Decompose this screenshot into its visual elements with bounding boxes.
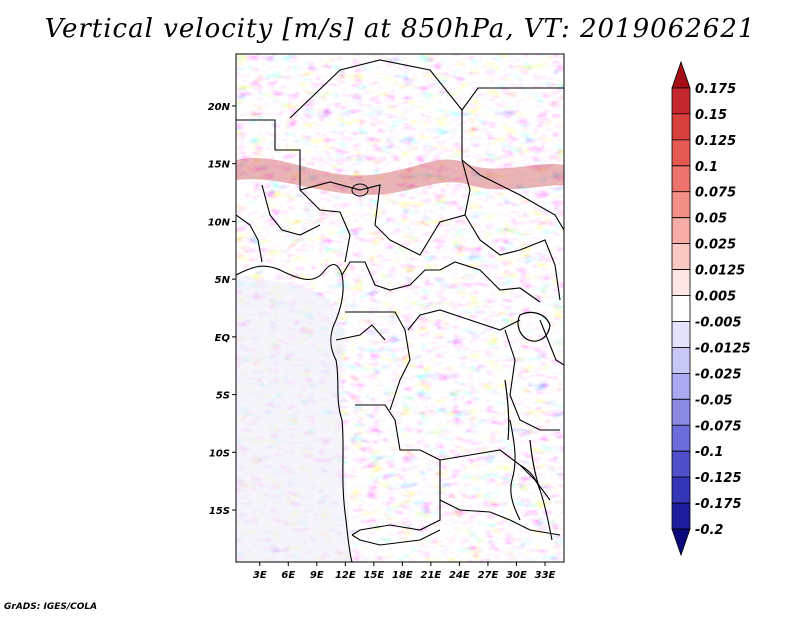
colorbar-segment [671, 165, 691, 193]
colorbar-segment [671, 113, 691, 141]
colorbar-level-label: -0.1 [695, 445, 723, 460]
colorbar-labels: 0.175 0.15 0.125 0.1 0.075 0.05 0.025 0.0125 0.0… [695, 82, 751, 538]
lon-tick-label: 24E [449, 570, 470, 581]
colorbar-segment [671, 450, 691, 478]
lat-tick-label: 10N [208, 217, 231, 228]
colorbar-segment [671, 347, 691, 374]
lon-tick-label: 12E [335, 570, 356, 581]
colorbar-level-label: -0.125 [695, 471, 742, 486]
lon-tick-label: 21E [421, 570, 442, 581]
lake-chad [351, 183, 369, 197]
lon-tick-label: 6E [281, 570, 295, 581]
colorbar-segment [671, 191, 691, 219]
colorbar-level-label: 0.05 [695, 212, 727, 227]
colorbar-level-label: 0.005 [695, 290, 736, 305]
colorbar-segment [671, 217, 691, 245]
lake-tanganyika [504, 379, 510, 441]
colorbar [671, 60, 691, 557]
colorbar-level-label: -0.0125 [695, 341, 751, 356]
lat-tick-label: 20N [208, 102, 231, 113]
lon-tick-label: 18E [392, 570, 413, 581]
colorbar-level-label: -0.175 [695, 497, 742, 512]
map-frame [235, 53, 565, 563]
colorbar-segment [671, 139, 691, 167]
colorbar-segment [671, 321, 691, 348]
colorbar-level-label: -0.005 [695, 315, 742, 330]
lon-tick-label: 3E [253, 570, 267, 581]
colorbar-level-label: 0.0125 [695, 264, 745, 279]
colorbar-segment [671, 476, 691, 504]
lon-tick-label: 33E [535, 570, 556, 581]
colorbar-level-label: 0.075 [695, 186, 736, 201]
colorbar-level-label: 0.1 [695, 160, 718, 175]
colorbar-segment [671, 372, 691, 400]
colorbar-segment [671, 60, 691, 89]
colorbar-segment [671, 243, 691, 270]
lat-tick-label: EQ [215, 333, 231, 344]
colorbar-segment [671, 398, 691, 426]
ocean-region [236, 275, 352, 562]
colorbar-level-label: -0.025 [695, 367, 742, 382]
colorbar-level-label: -0.05 [695, 393, 732, 408]
lat-tick-label: 5S [216, 391, 230, 402]
lat-tick-label: 15S [209, 506, 230, 517]
latitude-axis: 20N 15N 10N 5N EQ 5S 10S 15S [208, 102, 236, 517]
lon-tick-label: 30E [506, 570, 527, 581]
lon-tick-label: 27E [478, 570, 499, 581]
lake-victoria [517, 311, 551, 342]
colorbar-level-label: 0.025 [695, 238, 736, 253]
colorbar-level-label: -0.2 [695, 523, 723, 538]
colorbar-segment [671, 295, 691, 322]
longitude-axis: 3E 6E 9E 12E 15E 18E 21E 24E 27E 30E 33E [253, 562, 556, 581]
colorbar-level-label: 0.175 [695, 82, 736, 97]
colorbar-segment [671, 502, 691, 530]
colorbar-level-label: 0.125 [695, 134, 736, 149]
lat-tick-label: 10S [209, 448, 230, 459]
colorbar-segment [671, 269, 691, 296]
lat-tick-label: 15N [208, 160, 231, 171]
lake-malawi [529, 439, 541, 491]
colorbar-segment [671, 528, 691, 557]
lat-tick-label: 5N [215, 275, 231, 286]
credit-text: GrADS: IGES/COLA [4, 602, 98, 612]
colorbar-level-label: -0.075 [695, 419, 742, 434]
plot-title: Vertical velocity [m/s] at 850hPa, VT: 2… [44, 14, 756, 44]
lon-tick-label: 15E [363, 570, 384, 581]
lon-tick-label: 9E [310, 570, 324, 581]
colorbar-segment [671, 87, 691, 115]
colorbar-level-label: 0.15 [695, 108, 727, 123]
colorbar-segment [671, 424, 691, 452]
